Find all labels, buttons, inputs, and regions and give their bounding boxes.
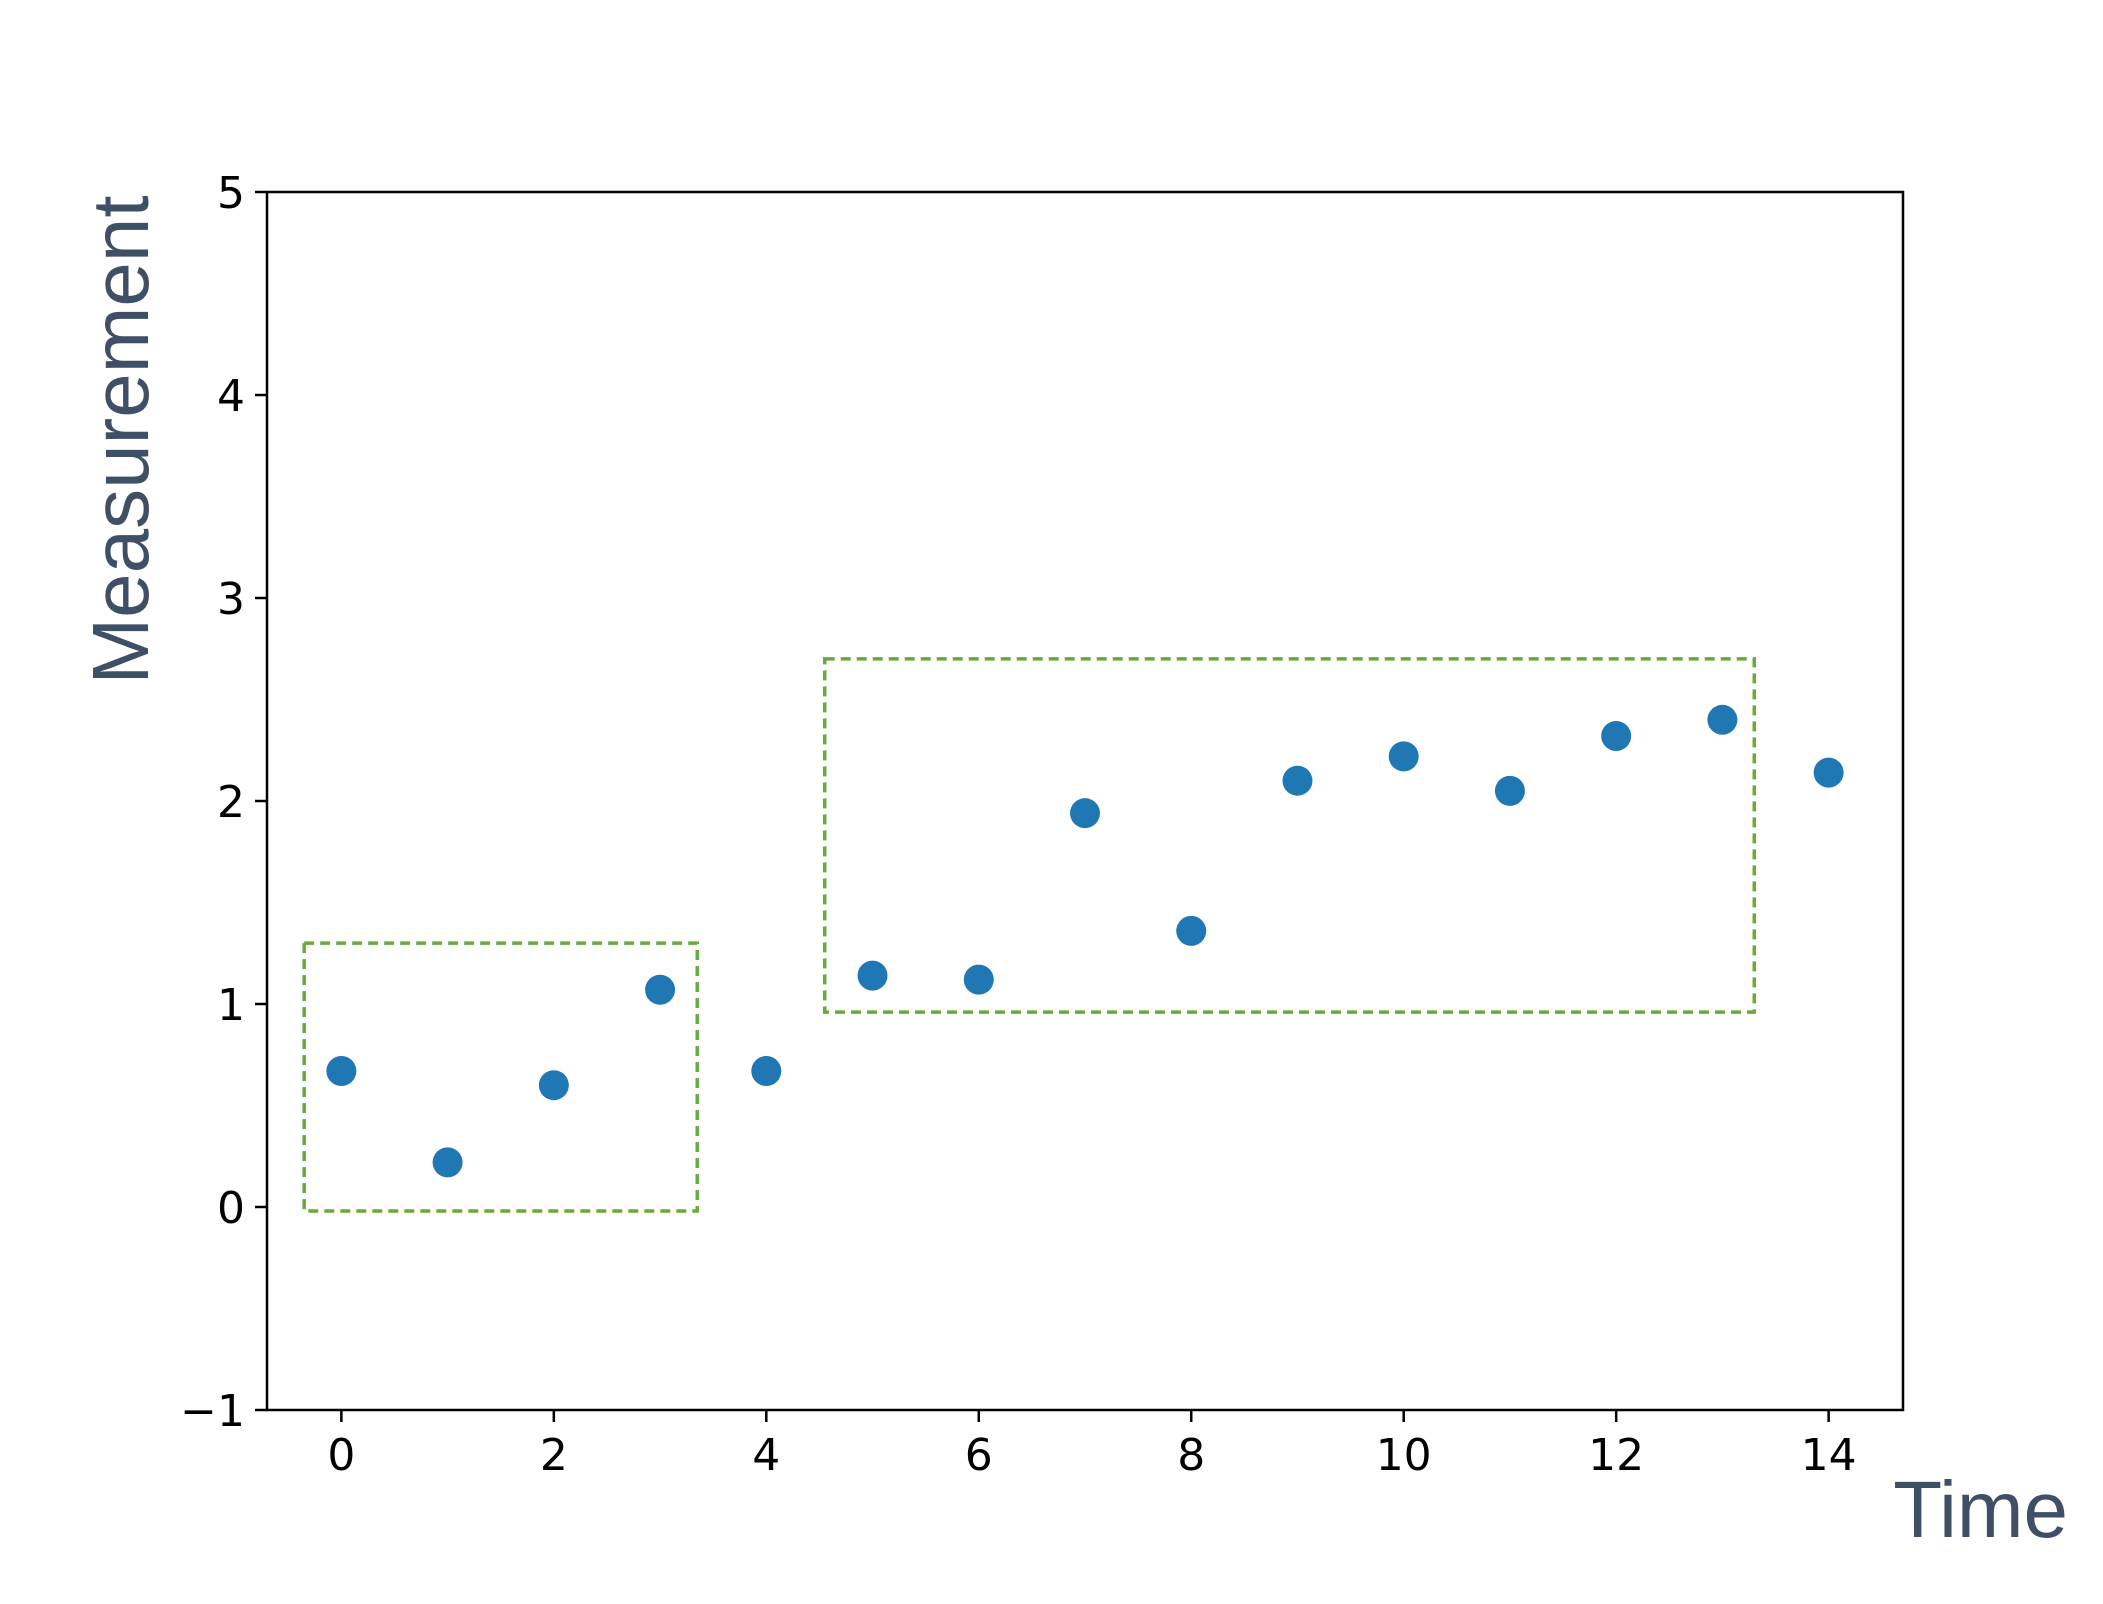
data-point: [1282, 765, 1313, 796]
data-point: [1176, 915, 1207, 946]
y-tick-label: 1: [217, 980, 245, 1031]
data-point: [857, 960, 888, 991]
data-point: [751, 1055, 782, 1086]
x-axis-title: Time: [1893, 1465, 2068, 1554]
highlight-box-2: [822, 657, 1757, 1014]
x-tick-label: 8: [1177, 1430, 1205, 1481]
points-layer: [326, 704, 1844, 1178]
x-tick-label: 0: [327, 1430, 355, 1481]
y-axis-ticks: −1 0 1 2 3 4 5: [180, 168, 267, 1437]
y-tick-label: −1: [180, 1386, 245, 1437]
data-point: [326, 1055, 357, 1086]
x-tick-label: 2: [540, 1430, 568, 1481]
data-point: [1601, 721, 1632, 752]
data-point: [538, 1070, 569, 1101]
data-point: [1707, 704, 1738, 735]
data-point: [645, 974, 676, 1005]
data-point: [1494, 775, 1525, 806]
data-point: [1388, 741, 1419, 772]
y-tick-label: 4: [217, 371, 245, 422]
y-tick-label: 2: [217, 777, 245, 828]
data-point: [432, 1147, 463, 1178]
x-tick-label: 6: [965, 1430, 993, 1481]
x-tick-label: 4: [752, 1430, 780, 1481]
y-axis-title: Measurement: [76, 195, 165, 684]
x-tick-label: 14: [1801, 1430, 1857, 1481]
data-point: [1070, 798, 1100, 829]
x-axis-ticks: 0 2 4 6 8 10 12 14: [327, 1410, 1857, 1481]
x-tick-label: 12: [1588, 1430, 1644, 1481]
data-point: [1813, 757, 1844, 788]
y-tick-label: 0: [217, 1183, 245, 1234]
data-point: [963, 964, 994, 995]
highlight-box-1: [302, 941, 699, 1213]
annotations-layer: [302, 657, 1757, 1213]
y-tick-label: 5: [217, 168, 245, 219]
y-tick-label: 3: [217, 574, 245, 625]
x-tick-label: 10: [1376, 1430, 1432, 1481]
